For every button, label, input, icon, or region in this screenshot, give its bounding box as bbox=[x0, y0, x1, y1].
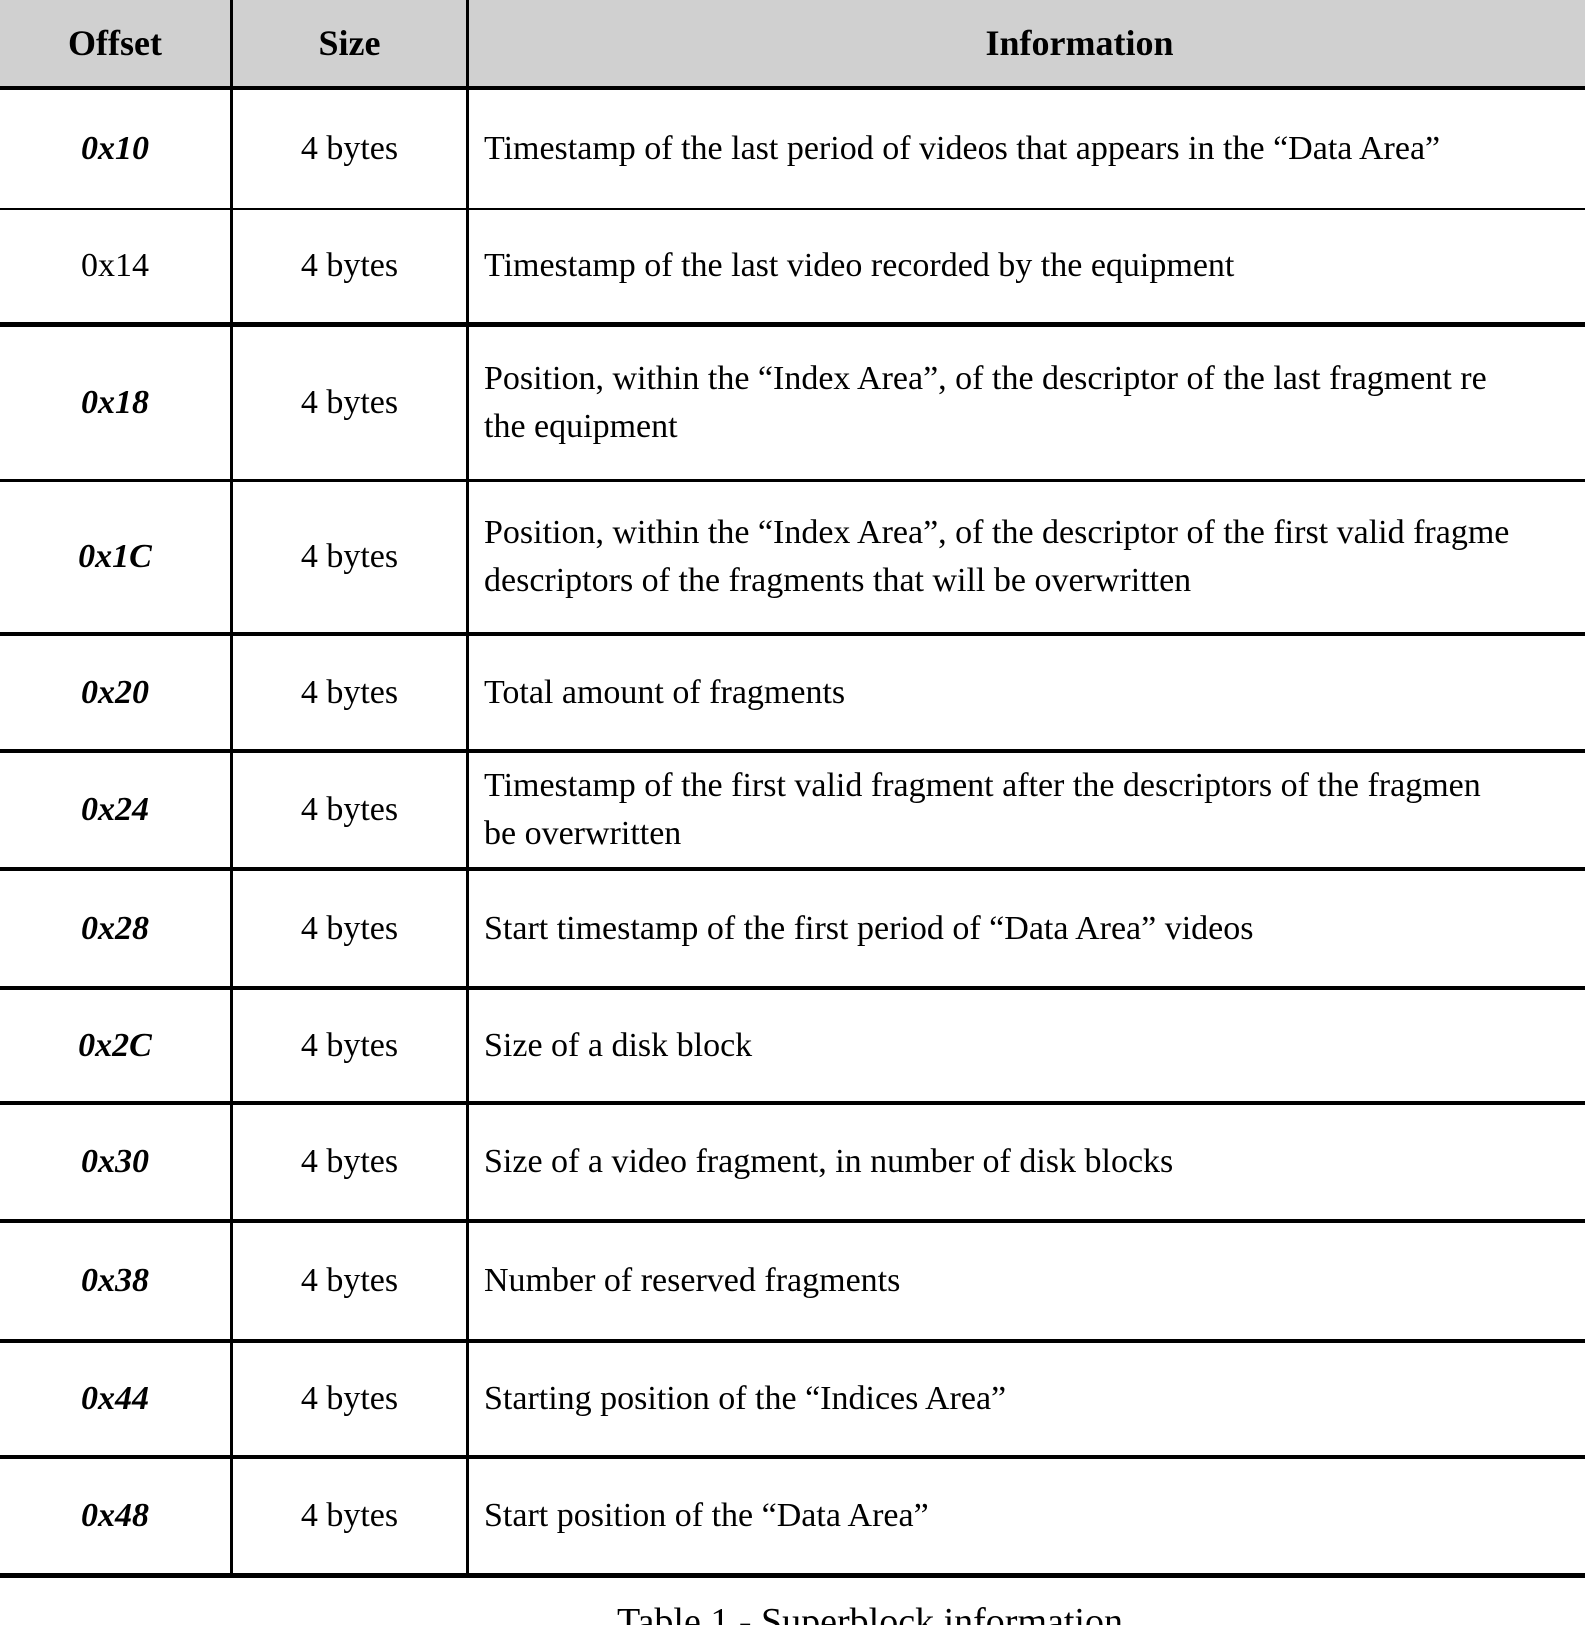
size-cell: 4 bytes bbox=[300, 909, 399, 947]
table-row: 0x30 4 bytes Size of a video fragment, i… bbox=[0, 1105, 1585, 1223]
table-body: 0x10 4 bytes Timestamp of the last perio… bbox=[0, 90, 1585, 1578]
offset-cell: 0x30 bbox=[81, 1143, 149, 1180]
info-line: Size of a disk block bbox=[484, 1026, 753, 1064]
table-row: 0x24 4 bytes Timestamp of the first vali… bbox=[0, 753, 1585, 871]
info-line: Starting position of the “Indices Area” bbox=[484, 1380, 1007, 1417]
info-cell: Position, within the “Index Area”, of th… bbox=[466, 482, 1585, 632]
info-cell: Total amount of fragments bbox=[466, 636, 1585, 749]
offset-cell: 0x28 bbox=[81, 909, 149, 947]
size-cell: 4 bytes bbox=[300, 1380, 399, 1417]
info-cell: Number of reserved fragments bbox=[466, 1223, 1585, 1339]
column-header-information: Information bbox=[466, 0, 1585, 86]
size-cell: 4 bytes bbox=[300, 538, 399, 575]
table-row: 0x38 4 bytes Number of reserved fragment… bbox=[0, 1223, 1585, 1343]
info-line: the equipment bbox=[484, 408, 678, 445]
info-line: Number of reserved fragments bbox=[484, 1262, 901, 1299]
info-cell: Position, within the “Index Area”, of th… bbox=[466, 327, 1585, 479]
offset-cell: 0x20 bbox=[81, 673, 149, 711]
table-row: 0x10 4 bytes Timestamp of the last perio… bbox=[0, 90, 1585, 210]
size-cell: 4 bytes bbox=[300, 130, 399, 167]
info-cell: Start position of the “Data Area” bbox=[466, 1459, 1585, 1573]
superblock-table: Offset Size Information 0x10 4 bytes Tim… bbox=[0, 0, 1585, 1578]
size-cell: 4 bytes bbox=[300, 384, 399, 421]
offset-cell: 0x38 bbox=[81, 1262, 149, 1299]
offset-cell: 0x1C bbox=[78, 538, 152, 575]
table-header-row: Offset Size Information bbox=[0, 0, 1585, 90]
info-line: Start position of the “Data Area” bbox=[484, 1497, 929, 1534]
table-row: 0x48 4 bytes Start position of the “Data… bbox=[0, 1459, 1585, 1578]
info-cell: Timestamp of the last period of videos t… bbox=[466, 90, 1585, 208]
info-line: Start timestamp of the first period of “… bbox=[484, 909, 1254, 947]
info-cell: Timestamp of the last video recorded by … bbox=[466, 210, 1585, 322]
size-cell: 4 bytes bbox=[300, 1497, 399, 1534]
size-cell: 4 bytes bbox=[300, 673, 399, 711]
info-cell: Timestamp of the first valid fragment af… bbox=[466, 753, 1585, 867]
info-line: Size of a video fragment, in number of d… bbox=[484, 1143, 1174, 1180]
offset-cell: 0x24 bbox=[81, 791, 149, 828]
table-caption: Table 1 - Superblock information bbox=[617, 1601, 1123, 1625]
info-cell: Start timestamp of the first period of “… bbox=[466, 871, 1585, 986]
column-header-size: Size bbox=[230, 0, 466, 86]
info-line: Timestamp of the last period of videos t… bbox=[484, 130, 1441, 167]
info-line: Timestamp of the last video recorded by … bbox=[484, 247, 1235, 284]
info-line: be overwritten bbox=[484, 815, 682, 852]
table-row: 0x2C 4 bytes Size of a disk block bbox=[0, 990, 1585, 1105]
size-cell: 4 bytes bbox=[300, 791, 399, 828]
info-line: Position, within the “Index Area”, of th… bbox=[484, 360, 1487, 397]
info-cell: Size of a video fragment, in number of d… bbox=[466, 1105, 1585, 1219]
offset-cell: 0x14 bbox=[81, 247, 149, 284]
size-cell: 4 bytes bbox=[300, 247, 399, 284]
size-cell: 4 bytes bbox=[300, 1143, 399, 1180]
column-header-offset: Offset bbox=[68, 23, 162, 63]
table-row: 0x18 4 bytes Position, within the “Index… bbox=[0, 327, 1585, 482]
offset-cell: 0x48 bbox=[81, 1497, 149, 1534]
info-line: Total amount of fragments bbox=[484, 673, 846, 711]
table-row: 0x14 4 bytes Timestamp of the last video… bbox=[0, 210, 1585, 327]
info-cell: Size of a disk block bbox=[466, 990, 1585, 1101]
table-row: 0x20 4 bytes Total amount of fragments bbox=[0, 636, 1585, 753]
offset-cell: 0x2C bbox=[78, 1026, 152, 1064]
info-line: Position, within the “Index Area”, of th… bbox=[484, 514, 1510, 551]
info-line: descriptors of the fragments that will b… bbox=[484, 562, 1192, 599]
offset-cell: 0x10 bbox=[81, 130, 149, 167]
size-cell: 4 bytes bbox=[300, 1262, 399, 1299]
info-line: Timestamp of the first valid fragment af… bbox=[484, 767, 1481, 804]
size-cell: 4 bytes bbox=[300, 1026, 399, 1064]
table-row: 0x1C 4 bytes Position, within the “Index… bbox=[0, 482, 1585, 636]
offset-cell: 0x18 bbox=[81, 384, 149, 421]
offset-cell: 0x44 bbox=[81, 1380, 149, 1417]
table-row: 0x44 4 bytes Starting position of the “I… bbox=[0, 1343, 1585, 1459]
info-cell: Starting position of the “Indices Area” bbox=[466, 1343, 1585, 1455]
table-row: 0x28 4 bytes Start timestamp of the firs… bbox=[0, 871, 1585, 990]
